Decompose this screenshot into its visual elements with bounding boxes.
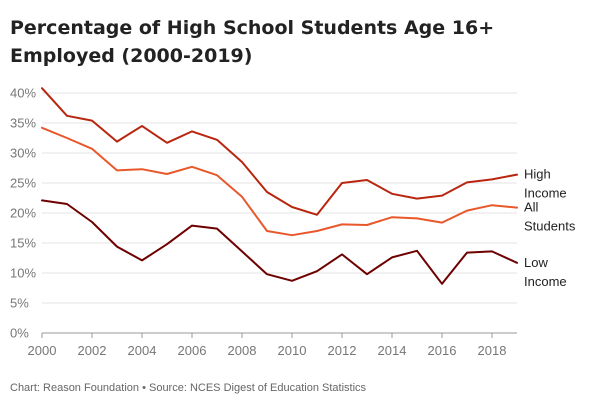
y-tick-label: 0% (10, 326, 29, 341)
series-label-line: High (524, 167, 551, 182)
y-tick-label: 5% (10, 296, 29, 311)
axes: 0% 5% 10% 15% 20% 25% 30% 35% 40% 2000 2002 2004 200… (10, 86, 506, 359)
x-tick-label: 2016 (428, 343, 457, 358)
x-tick-label: 2008 (228, 343, 257, 358)
y-tick-label: 25% (10, 176, 36, 191)
x-tick-label: 2014 (378, 343, 407, 358)
y-tick-label: 10% (10, 266, 36, 281)
y-tick-label: 30% (10, 146, 36, 161)
y-tick-label: 20% (10, 206, 36, 221)
x-tick-label: 2002 (78, 343, 107, 358)
series-label-low-income: Low Income (524, 255, 567, 289)
series-line-all-students (41, 126, 518, 237)
x-tick-label: 2012 (328, 343, 357, 358)
series-label-high-income: High Income (524, 167, 567, 201)
x-tick-label: 2006 (178, 343, 207, 358)
chart-title: Percentage of High School Students Age 1… (10, 17, 495, 67)
series-label-line: Low (524, 255, 548, 270)
x-tick-label: 2004 (128, 343, 157, 358)
series-label-line: All (524, 200, 539, 215)
x-tick-label: 2018 (478, 343, 507, 358)
series-label-line: Income (524, 274, 567, 289)
series-lines (41, 87, 518, 285)
y-tick-label: 15% (10, 236, 36, 251)
y-tick-label: 40% (10, 86, 36, 101)
y-tick-label: 35% (10, 116, 36, 131)
gridlines (42, 92, 517, 334)
series-label-line: Students (524, 219, 576, 234)
chart-source-note: Chart: Reason Foundation • Source: NCES … (10, 382, 367, 394)
x-tick-label: 2000 (28, 343, 57, 358)
series-line-low-income (41, 199, 518, 285)
series-line-high-income (41, 87, 518, 216)
series-label-line: Income (524, 186, 567, 201)
series-label-all-students: All Students (524, 200, 576, 234)
x-tick-label: 2010 (278, 343, 307, 358)
